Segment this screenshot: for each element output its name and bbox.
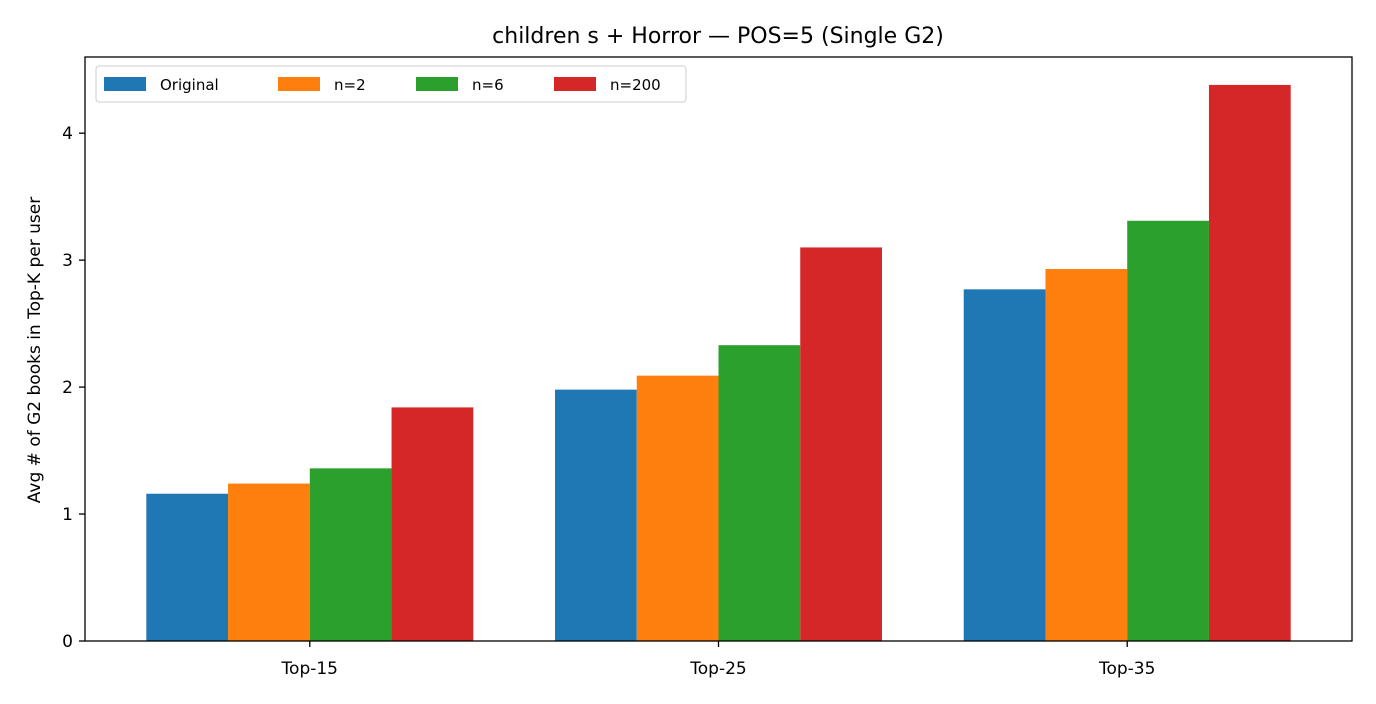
x-tick-label: Top-25 [689,659,746,679]
axes-group: 0 1 2 3 4 Top-15 Top-25 Top-35 [62,56,1353,679]
bar-original-top-15 [146,493,229,641]
bar-original-top-35 [963,289,1046,641]
legend-swatch [554,77,596,91]
bar-n-6-top-25 [718,345,801,641]
legend-label: n=2 [334,76,366,94]
legend-swatch [416,77,458,91]
bar-n-6-top-15 [309,468,392,641]
legend: Original n=2 n=6 n=200 [95,65,687,103]
bar-n-2-top-15 [228,483,310,641]
chart-title: children s + Horror — POS=5 (Single G2) [492,24,944,49]
legend-box [95,65,687,103]
bar-n-2-top-25 [636,375,719,641]
bar-n-2-top-35 [1045,269,1128,641]
bars-group [146,84,1291,642]
y-tick-label: 1 [62,505,73,525]
bar-original-top-25 [555,389,637,641]
y-tick-label: 2 [62,378,73,398]
y-tick-label: 0 [62,632,73,652]
x-tick-label: Top-35 [1098,659,1155,679]
bar-n-200-top-35 [1208,84,1291,642]
legend-label: Original [160,76,219,94]
legend-label: n=200 [610,76,661,94]
y-tick-label: 3 [62,251,73,271]
bar-n-6-top-35 [1127,220,1209,641]
legend-swatch [278,77,320,91]
bar-n-200-top-25 [800,247,882,641]
bar-n-200-top-15 [391,407,474,641]
x-tick-label: Top-15 [281,659,338,679]
y-tick-label: 4 [62,124,73,144]
legend-swatch [104,77,146,91]
y-axis-label: Avg # of G2 books in Top-K per user [25,197,45,503]
legend-label: n=6 [472,76,504,94]
